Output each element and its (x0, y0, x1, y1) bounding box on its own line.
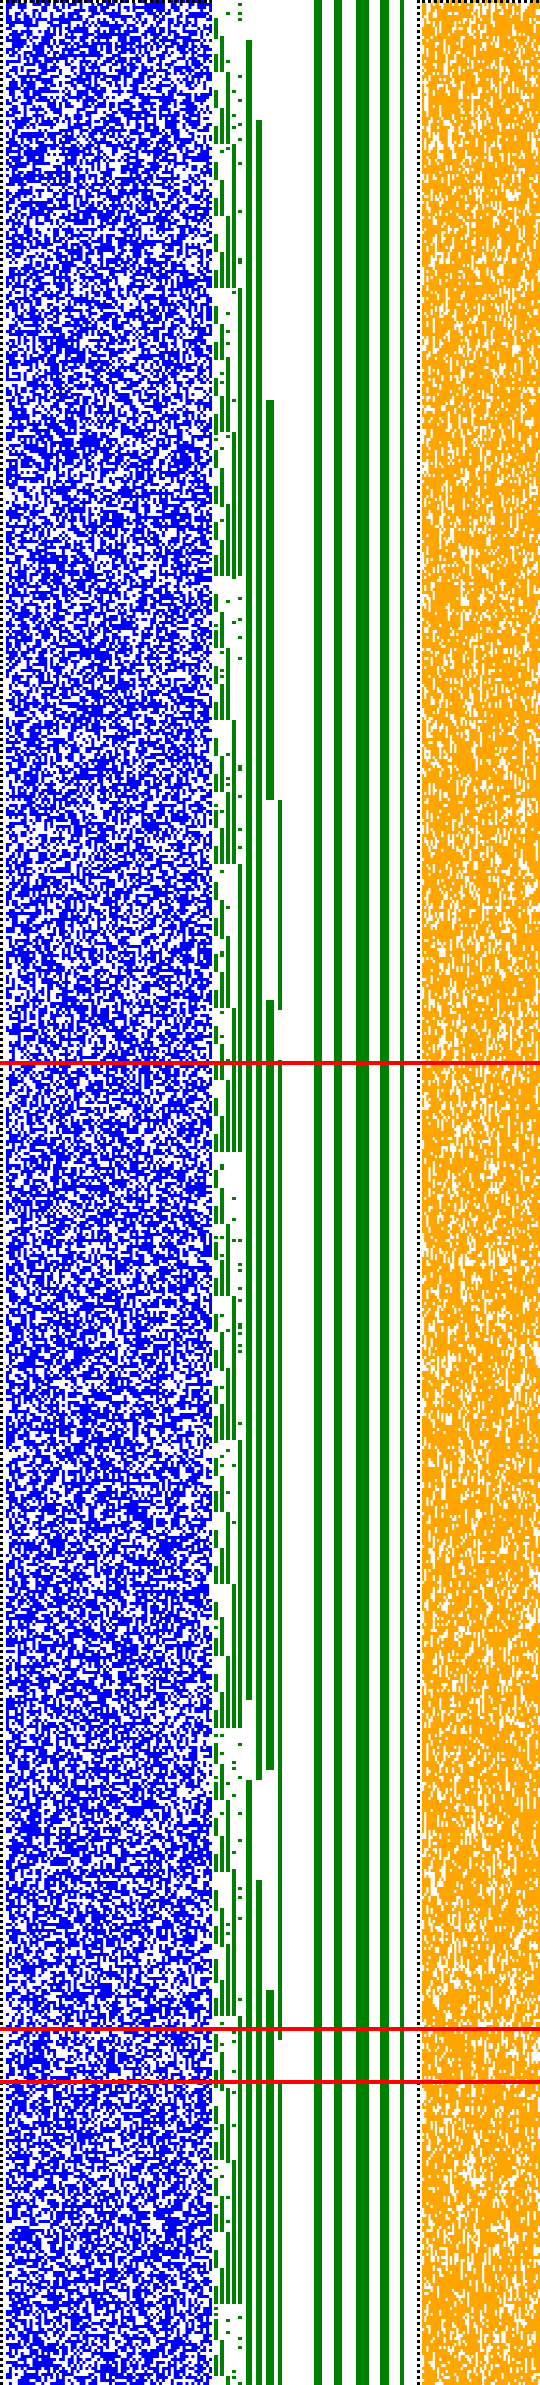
middle-step-column-2-1 (266, 1000, 274, 1770)
middle-step-column-0-0 (246, 40, 252, 1700)
highlight-rows (0, 1061, 540, 2084)
middle-solid-bar-0 (314, 0, 322, 2385)
middle-solid-bar-1 (334, 0, 342, 2385)
left-pixel-panel (6, 0, 212, 2385)
middle-step-column-1-1 (256, 1880, 262, 2385)
right-pixel-panel (422, 0, 540, 2385)
highlight-row-1 (0, 2027, 540, 2031)
middle-step-column-2-0 (266, 400, 274, 800)
highlight-row-2 (0, 2080, 540, 2084)
middle-step-column-1-0 (256, 120, 262, 1780)
middle-solid-bar-2 (356, 0, 369, 2385)
middle-solid-bar-3 (380, 0, 389, 2385)
highlight-row-0 (0, 1061, 540, 1065)
middle-solid-bar-4 (400, 0, 404, 2385)
middle-step-column-3-0 (278, 800, 282, 1010)
left-pixel-grid (6, 0, 212, 2385)
middle-step-column-3-2 (278, 2080, 282, 2385)
middle-staircase (214, 3, 242, 2385)
middle-step-column-3-1 (278, 1060, 282, 2040)
right-pixel-grid (422, 0, 540, 2385)
middle-step-column-2-2 (266, 1990, 274, 2385)
